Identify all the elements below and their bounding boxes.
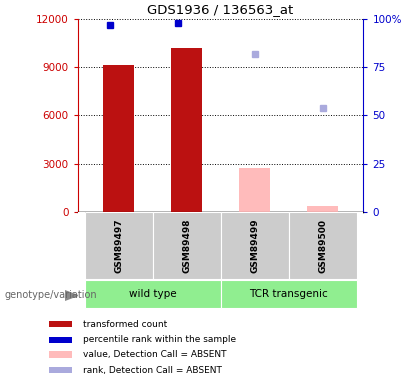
Bar xyxy=(50,367,71,373)
Bar xyxy=(50,321,71,327)
Text: GSM89499: GSM89499 xyxy=(250,218,259,273)
Text: GSM89497: GSM89497 xyxy=(114,218,123,273)
Text: rank, Detection Call = ABSENT: rank, Detection Call = ABSENT xyxy=(83,366,221,375)
Text: TCR transgenic: TCR transgenic xyxy=(249,289,328,299)
Bar xyxy=(50,351,71,358)
Text: GSM89500: GSM89500 xyxy=(318,219,327,273)
Bar xyxy=(220,212,289,279)
Text: value, Detection Call = ABSENT: value, Detection Call = ABSENT xyxy=(83,350,226,359)
Bar xyxy=(84,280,220,308)
Bar xyxy=(50,337,71,343)
Text: GSM89498: GSM89498 xyxy=(182,218,191,273)
Bar xyxy=(78,212,84,279)
Text: wild type: wild type xyxy=(129,289,176,299)
Bar xyxy=(103,65,134,212)
Bar xyxy=(152,212,221,279)
Text: percentile rank within the sample: percentile rank within the sample xyxy=(83,335,236,344)
Bar xyxy=(220,280,357,308)
Bar xyxy=(84,212,152,279)
Bar xyxy=(171,48,202,212)
Bar xyxy=(307,206,338,212)
Bar xyxy=(357,212,363,279)
Text: genotype/variation: genotype/variation xyxy=(4,291,97,300)
Bar xyxy=(239,168,270,212)
Polygon shape xyxy=(65,291,78,300)
Bar xyxy=(289,212,357,279)
Title: GDS1936 / 136563_at: GDS1936 / 136563_at xyxy=(147,3,294,16)
Text: transformed count: transformed count xyxy=(83,320,167,329)
